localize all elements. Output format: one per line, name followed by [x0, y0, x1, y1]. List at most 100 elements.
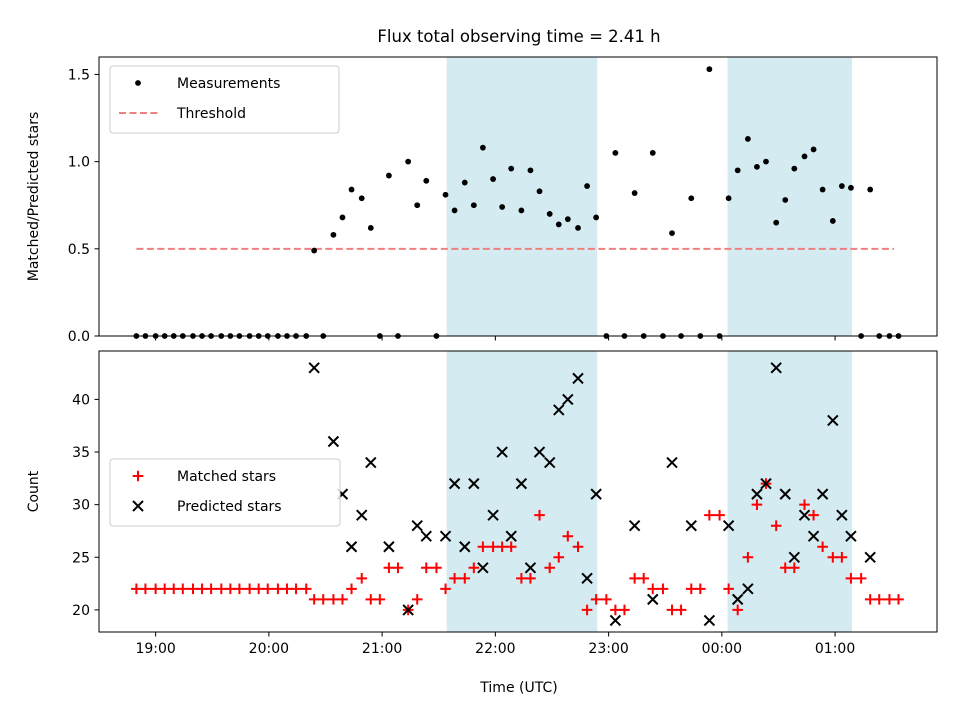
data-point [468, 562, 480, 574]
series-matched-stars [131, 478, 904, 616]
data-point [836, 551, 848, 563]
data-point [383, 541, 395, 553]
data-point [533, 446, 546, 458]
legend: Measurements Threshold [109, 65, 340, 134]
data-point [695, 583, 706, 595]
data-point [524, 562, 537, 574]
legend-box [109, 65, 340, 134]
data-point [536, 188, 543, 195]
y-tick-label: 0.0 [68, 329, 90, 345]
data-point [461, 179, 468, 186]
data-point [647, 593, 659, 606]
data-point [575, 224, 581, 231]
data-point [584, 183, 590, 189]
data-point [751, 499, 763, 510]
data-point [675, 604, 687, 616]
data-point [732, 604, 743, 616]
data-point [817, 541, 828, 553]
data-point [328, 594, 339, 605]
data-point [423, 177, 430, 184]
shaded-span [446, 351, 598, 632]
data-point [140, 583, 151, 595]
data-point [496, 446, 508, 458]
y-tick-label: 30 [72, 498, 90, 514]
y-tick-label: 0.5 [68, 242, 90, 258]
data-point [150, 583, 161, 595]
data-point [742, 551, 754, 563]
data-point [477, 541, 489, 553]
data-point [808, 509, 819, 521]
data-point [365, 456, 377, 469]
axes-frame [98, 56, 938, 337]
data-point [544, 456, 556, 469]
data-point [234, 583, 245, 595]
data-point [754, 163, 760, 170]
data-point [308, 362, 320, 374]
data-point [801, 153, 808, 160]
data-point [420, 530, 432, 542]
data-point [405, 158, 412, 165]
data-point [300, 583, 312, 595]
data-point [508, 165, 515, 172]
shaded-span [727, 57, 853, 336]
data-point [725, 195, 732, 202]
data-point [420, 562, 432, 574]
shaded-span [446, 57, 598, 336]
data-point [706, 66, 713, 73]
data-point [187, 583, 199, 595]
data-point [365, 594, 377, 605]
legend-box [109, 458, 341, 527]
data-point [367, 224, 374, 231]
data-point [553, 551, 565, 563]
data-point [272, 583, 284, 595]
data-point [555, 221, 562, 228]
data-point [867, 186, 874, 193]
data-point [855, 573, 867, 584]
data-point [742, 583, 754, 595]
data-point [734, 167, 741, 174]
data-point [628, 519, 641, 532]
data-point [629, 573, 640, 584]
data-point [884, 594, 895, 605]
data-point [770, 362, 782, 374]
data-point [836, 509, 848, 521]
data-point [327, 435, 340, 448]
data-point [572, 372, 584, 385]
data-point [601, 594, 612, 605]
data-point [827, 551, 839, 563]
legend-label: Matched stars [177, 469, 276, 485]
data-point [451, 207, 458, 214]
data-point [714, 509, 725, 521]
data-point [669, 230, 675, 237]
data-point [647, 583, 659, 595]
data-point [253, 583, 264, 595]
data-point [631, 190, 638, 196]
data-point [402, 604, 414, 616]
data-point [516, 573, 527, 584]
data-point [581, 604, 593, 616]
data-point [657, 583, 669, 595]
y-axis-label: Count [26, 470, 42, 512]
legend-label: Measurements [177, 76, 280, 92]
data-point [544, 562, 556, 574]
data-point [760, 477, 772, 490]
x-tick-label: 20:00 [249, 641, 289, 657]
data-point [527, 167, 534, 174]
data-point [704, 509, 715, 521]
data-point [845, 530, 857, 542]
axes-frame [98, 350, 938, 633]
data-point [649, 150, 656, 156]
data-point [348, 186, 355, 193]
data-point [819, 186, 826, 193]
data-point [562, 393, 574, 406]
data-point [440, 583, 451, 595]
data-point [490, 176, 496, 182]
data-point [638, 573, 649, 584]
data-point [590, 594, 602, 605]
legend-marker [132, 500, 144, 512]
data-point [439, 530, 452, 542]
data-point [845, 573, 857, 584]
data-point [703, 614, 716, 627]
data-point [723, 583, 734, 595]
